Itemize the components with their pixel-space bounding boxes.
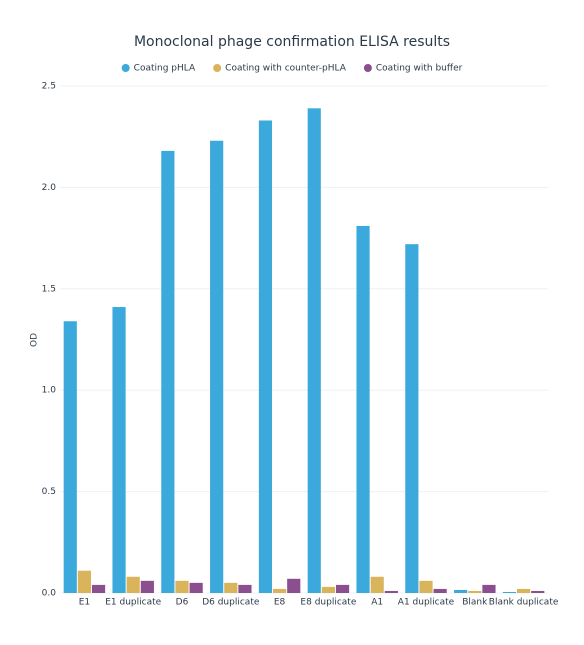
bar (307, 108, 321, 594)
x-tick-label: A1 duplicate (398, 598, 455, 608)
x-tick-label: A1 (371, 598, 383, 608)
legend-marker (121, 64, 130, 72)
bar (77, 570, 91, 593)
bar (63, 321, 77, 593)
bar (517, 588, 531, 593)
legend-label: Coating pHLA (134, 64, 196, 74)
x-tick-label: E1 (79, 598, 90, 608)
legend-marker (363, 64, 372, 72)
bar (126, 576, 140, 593)
bar (321, 586, 335, 593)
bar (91, 584, 106, 593)
bar (287, 578, 301, 593)
bar (140, 580, 154, 593)
x-tick-label: Blank (462, 598, 488, 608)
legend-marker (213, 64, 222, 72)
bar (224, 582, 238, 593)
bar (405, 244, 419, 593)
y-tick-label: 2.5 (42, 82, 56, 92)
x-tick-label: E8 (274, 598, 286, 608)
x-tick-label: Blank duplicate (489, 598, 559, 608)
y-tick-label: 1.5 (42, 284, 56, 294)
bar (356, 225, 370, 593)
bar (258, 120, 273, 593)
bar (210, 140, 224, 594)
bar (161, 150, 175, 593)
bar (531, 590, 545, 593)
y-tick-label: 0.5 (42, 487, 56, 497)
bar (370, 576, 384, 593)
bar (112, 307, 126, 593)
bar (384, 590, 398, 593)
x-tick-label: D6 duplicate (202, 598, 260, 608)
x-tick-label: E1 duplicate (105, 598, 161, 608)
bar (482, 584, 496, 593)
bar (454, 589, 468, 593)
x-tick-label: E8 duplicate (300, 598, 356, 608)
bar (502, 591, 517, 593)
bar (433, 588, 447, 593)
y-tick-label: 1.0 (42, 386, 57, 396)
y-axis-label: OD (30, 333, 40, 347)
bar (238, 584, 252, 593)
y-tick-label: 0.0 (42, 589, 57, 599)
bar (189, 582, 203, 593)
legend-label: Coating with counter-pHLA (225, 64, 347, 74)
bar (335, 584, 350, 593)
bar (273, 588, 287, 593)
x-tick-label: D6 (176, 598, 189, 608)
y-tick-label: 2.0 (42, 183, 57, 193)
bar (468, 590, 482, 593)
bar (175, 580, 189, 593)
bar (419, 580, 433, 593)
chart-title: Monoclonal phage confirmation ELISA resu… (134, 34, 450, 50)
legend-label: Coating with buffer (376, 64, 463, 74)
